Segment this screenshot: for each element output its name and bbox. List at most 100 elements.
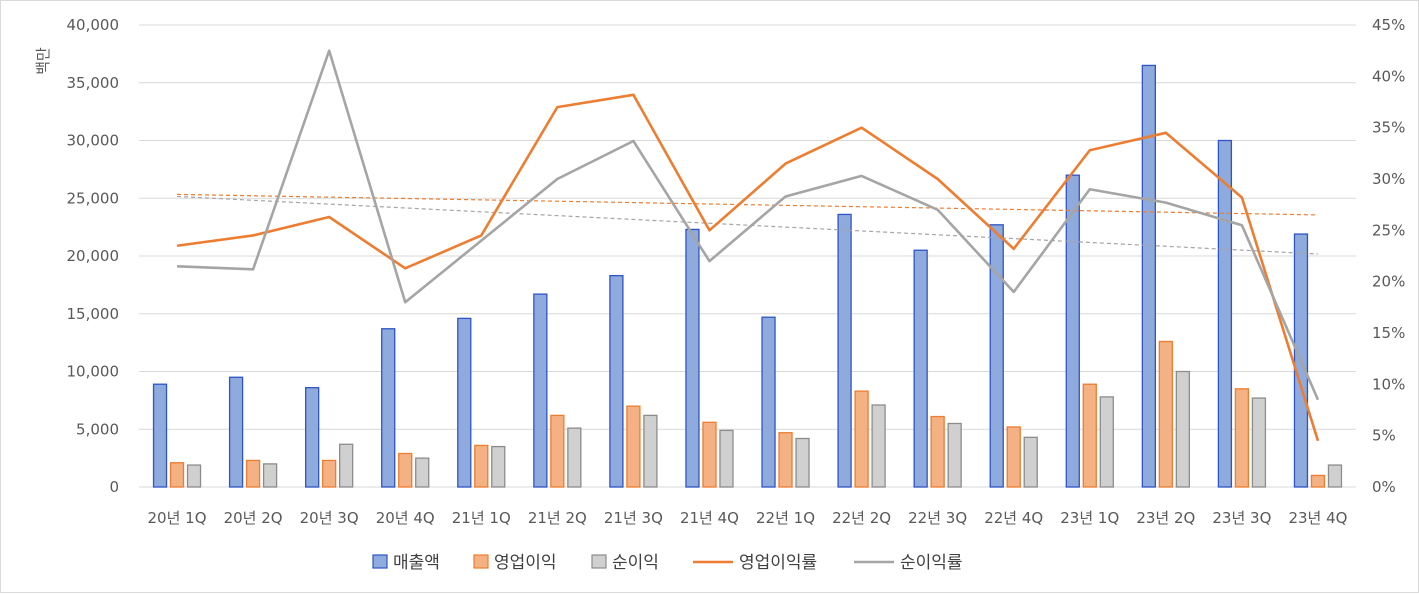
y2-tick-label: 35% <box>1372 119 1405 137</box>
bar-영업이익 <box>1158 340 1173 488</box>
y2-tick-label: 45% <box>1372 16 1405 34</box>
x-tick-label: 21년 4Q <box>680 509 739 527</box>
x-tick-label: 23년 4Q <box>1288 509 1347 527</box>
trendline-영업이익률 <box>177 193 1318 216</box>
bar-순이익 <box>1023 436 1038 488</box>
bar-매출액 <box>989 224 1004 488</box>
x-tick-label: 22년 2Q <box>832 509 891 527</box>
bar-영업이익 <box>1310 474 1326 488</box>
bar-순이익 <box>795 437 810 488</box>
bar-매출액 <box>305 387 320 488</box>
y-tick-label: 20,000 <box>67 247 120 265</box>
legend-label: 순이익률 <box>900 553 963 573</box>
bar-순이익 <box>719 429 734 488</box>
y2-tick-label: 10% <box>1372 375 1405 393</box>
bar-매출액 <box>837 213 852 488</box>
gridlines <box>139 24 1356 488</box>
trendlines <box>177 193 1318 255</box>
bar-순이익 <box>871 404 886 488</box>
bar-영업이익 <box>626 405 641 488</box>
y-tick-label: 25,000 <box>67 189 120 207</box>
x-tick-label: 20년 3Q <box>300 509 359 527</box>
y2-tick-label: 20% <box>1372 273 1405 291</box>
line-영업이익률 <box>176 93 1320 442</box>
bar-영업이익 <box>474 444 489 488</box>
bar-매출액 <box>228 376 244 488</box>
bar-순이익 <box>1175 370 1190 488</box>
bar-순이익 <box>491 445 506 488</box>
y2-tick-label: 0% <box>1372 478 1396 496</box>
bar-순이익 <box>415 457 430 488</box>
bar-영업이익 <box>702 421 717 488</box>
bar-매출액 <box>152 383 168 488</box>
y-tick-label: 30,000 <box>67 132 120 150</box>
y-axis-left: 0 5,000 10,000 15,000 20,000 25,000 30,000 35,0… <box>67 16 120 496</box>
bar-순이익 <box>1251 397 1267 488</box>
bar-영업이익 <box>1234 388 1250 488</box>
trendline-순이익률 <box>177 195 1318 255</box>
bar-영업이익 <box>1082 383 1097 488</box>
bar-영업이익 <box>398 452 413 488</box>
bar-영업이익 <box>930 415 945 488</box>
bar-영업이익 <box>322 459 337 488</box>
y2-tick-label: 15% <box>1372 324 1405 342</box>
x-tick-label: 22년 4Q <box>984 509 1043 527</box>
legend-swatch <box>591 554 607 569</box>
legend-label: 영업이익률 <box>739 553 817 573</box>
bar-매출액 <box>761 316 776 488</box>
legend-swatch <box>372 554 388 569</box>
bar-매출액 <box>1217 139 1233 488</box>
bar-매출액 <box>1141 64 1156 488</box>
y-tick-label: 40,000 <box>67 16 120 34</box>
legend-label: 순이익 <box>612 553 659 573</box>
x-tick-label: 23년 1Q <box>1060 509 1119 527</box>
bar-영업이익 <box>1006 426 1021 488</box>
x-tick-label: 21년 2Q <box>528 509 587 527</box>
bar-순이익 <box>262 463 278 488</box>
y2-tick-label: 25% <box>1372 221 1405 239</box>
line-series <box>176 49 1320 442</box>
y2-tick-label: 40% <box>1372 67 1405 85</box>
bar-영업이익 <box>550 414 565 488</box>
bar-매출액 <box>913 249 928 488</box>
y-axis-right: 0% 5% 10% 15% 20% 25% 30% 35% 40% 45% <box>1372 16 1405 496</box>
bar-매출액 <box>609 274 624 488</box>
bar-매출액 <box>381 328 396 488</box>
y-tick-label: 0 <box>109 478 119 496</box>
legend-swatch <box>473 554 489 569</box>
bar-영업이익 <box>778 432 793 488</box>
bar-순이익 <box>186 464 202 488</box>
bar-순이익 <box>339 443 354 488</box>
x-tick-label: 20년 1Q <box>148 509 207 527</box>
legend: 매출액 영업이익 순이익 영업이익률 순이익률 <box>372 553 963 573</box>
x-tick-label: 23년 2Q <box>1136 509 1195 527</box>
bar-매출액 <box>1065 174 1080 488</box>
bar-순이익 <box>1099 396 1114 488</box>
bar-영업이익 <box>169 462 185 488</box>
legend-label: 영업이익 <box>494 553 557 573</box>
x-tick-label: 22년 3Q <box>908 509 967 527</box>
bar-순이익 <box>1327 464 1343 488</box>
y-tick-label: 5,000 <box>76 420 119 438</box>
bar-매출액 <box>533 293 548 488</box>
bar-순이익 <box>567 427 582 488</box>
bar-매출액 <box>685 228 700 488</box>
x-tick-label: 21년 3Q <box>604 509 663 527</box>
bar-순이익 <box>947 422 962 488</box>
y-tick-label: 10,000 <box>67 363 120 381</box>
bar-series <box>152 64 1343 488</box>
x-tick-label: 20년 4Q <box>376 509 435 527</box>
y2-tick-label: 5% <box>1372 427 1396 445</box>
legend-label: 매출액 <box>393 553 440 573</box>
x-tick-label: 20년 2Q <box>224 509 283 527</box>
x-axis: 20년 1Q 20년 2Q 20년 3Q 20년 4Q 21년 1Q 21년 2Q 21년 … <box>148 509 1348 527</box>
x-tick-label: 23년 3Q <box>1212 509 1271 527</box>
bar-순이익 <box>643 414 658 488</box>
bar-영업이익 <box>245 459 261 488</box>
line-순이익률 <box>176 49 1320 401</box>
y2-tick-label: 30% <box>1372 170 1405 188</box>
x-tick-label: 21년 1Q <box>452 509 511 527</box>
x-tick-label: 22년 1Q <box>756 509 815 527</box>
